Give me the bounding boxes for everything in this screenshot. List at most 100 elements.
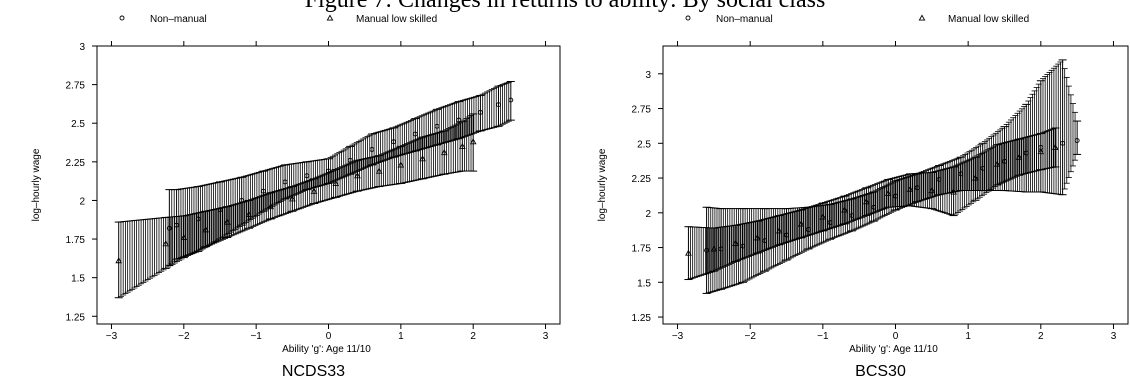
legend-marker — [918, 14, 926, 21]
x-tick-label: −1 — [250, 331, 262, 342]
x-axis-label: Ability 'g': Age 11/10 — [849, 344, 938, 355]
y-tick-label: 1.25 — [66, 312, 86, 323]
legend-label: Non–manual — [716, 14, 773, 25]
data-point — [288, 195, 296, 202]
y-tick-label: 2.5 — [637, 139, 651, 150]
panel-title: BCS30 — [855, 363, 906, 380]
x-tick-label: −3 — [106, 331, 118, 342]
x-tick-label: −2 — [178, 331, 190, 342]
legend-marker — [326, 14, 334, 21]
data-point — [434, 123, 440, 129]
data-point — [827, 220, 833, 225]
data-point — [704, 247, 710, 253]
x-axis-label: Ability 'g': Age 11/10 — [282, 344, 371, 355]
plot-frame — [96, 45, 561, 325]
data-point — [784, 232, 789, 238]
data-point — [797, 220, 805, 227]
data-point — [1023, 150, 1029, 156]
y-tick-label: 1.75 — [66, 235, 86, 246]
data-point — [1037, 148, 1045, 155]
series-non-manual — [165, 81, 515, 266]
data-point — [375, 167, 383, 174]
data-point — [458, 142, 466, 149]
x-tick-label: 2 — [1038, 331, 1044, 342]
legend-label: Manual low skilled — [948, 14, 1029, 25]
data-point — [893, 193, 898, 199]
chart-panel-ncds33: −3 −2 −1 0 1 2 3 1.25 1.5 1.75 2 2.25 2.5 2.75 3 Abilit… — [31, 14, 561, 380]
y-tick-label: 1.25 — [632, 313, 652, 324]
data-point — [718, 246, 724, 252]
legend-marker — [119, 15, 125, 21]
data-point — [950, 188, 957, 195]
data-point — [993, 160, 1001, 167]
y-tick-label: 1.5 — [637, 278, 651, 289]
data-point — [849, 213, 855, 219]
data-point — [332, 179, 340, 186]
x-tick-label: 1 — [965, 331, 971, 342]
data-point — [980, 165, 986, 171]
data-point — [936, 176, 942, 182]
data-point — [369, 147, 375, 152]
series-non-manual — [702, 59, 1082, 294]
y-tick-label: 2.25 — [66, 158, 86, 169]
data-point — [740, 243, 746, 249]
data-point — [958, 171, 964, 177]
y-axis-label: log–hourly wage — [31, 148, 42, 221]
y-tick-label: 3 — [645, 70, 651, 81]
data-point — [162, 240, 170, 247]
data-point — [871, 204, 877, 210]
data-point — [906, 185, 914, 192]
figure-title: Figure 7: Changes in returns to ability:… — [304, 0, 826, 13]
data-point — [440, 149, 448, 156]
data-point — [805, 227, 811, 232]
data-point — [166, 225, 172, 231]
data-point — [1060, 140, 1066, 146]
data-point — [754, 234, 761, 241]
legend-label: Non–manual — [150, 14, 207, 25]
data-point — [469, 138, 477, 145]
y-tick-label: 2.75 — [66, 81, 86, 92]
x-tick-label: −1 — [817, 331, 829, 342]
y-axis-label: log–hourly wage — [597, 148, 608, 221]
y-tick-label: 2.5 — [71, 119, 85, 130]
series-manual-low-skilled — [684, 127, 1060, 281]
data-point — [710, 245, 718, 252]
x-tick-label: 2 — [470, 331, 476, 342]
data-point — [1074, 138, 1080, 143]
y-tick-label: 2.75 — [632, 105, 652, 116]
chart-panel-bcs30: −3 −2 −1 0 1 2 3 1.25 1.5 1.75 2 2.25 2.5 2.75 3 Abilit… — [597, 14, 1129, 380]
data-point — [1002, 158, 1007, 164]
data-point — [477, 109, 483, 115]
y-tick-label: 1.5 — [71, 274, 85, 285]
data-point — [223, 218, 231, 225]
data-point — [115, 257, 123, 264]
data-point — [508, 97, 514, 103]
data-point — [914, 185, 920, 191]
panel-title: NCDS33 — [282, 363, 345, 380]
data-point — [884, 189, 892, 196]
x-tick-label: 3 — [543, 331, 549, 342]
data-point — [412, 131, 418, 137]
data-point — [863, 198, 870, 205]
data-point — [260, 188, 266, 194]
data-point — [267, 203, 274, 210]
data-point — [282, 179, 288, 185]
data-point — [245, 210, 253, 217]
data-point — [354, 172, 361, 179]
data-point — [419, 155, 426, 162]
data-point — [775, 227, 783, 234]
legend-label: Manual low skilled — [356, 14, 437, 25]
x-tick-label: −3 — [672, 331, 684, 342]
data-point — [391, 139, 397, 145]
y-tick-label: 3 — [79, 42, 85, 53]
data-point — [202, 226, 209, 233]
data-point — [819, 213, 827, 220]
data-point — [841, 206, 849, 213]
data-point — [310, 187, 318, 194]
y-tick-label: 1.75 — [632, 244, 652, 255]
data-point — [1015, 153, 1023, 160]
data-point — [762, 238, 768, 244]
data-point — [972, 174, 979, 181]
x-tick-label: 0 — [326, 331, 332, 342]
